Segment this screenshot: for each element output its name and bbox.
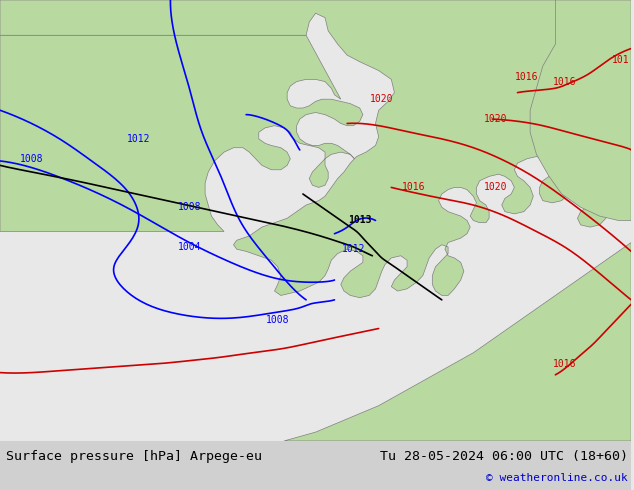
Text: 1008: 1008 — [20, 154, 43, 164]
Text: 1016: 1016 — [401, 182, 425, 193]
Text: © weatheronline.co.uk: © weatheronline.co.uk — [486, 473, 628, 483]
Polygon shape — [284, 243, 631, 441]
Text: 1013: 1013 — [348, 216, 372, 225]
Text: 1012: 1012 — [342, 244, 365, 254]
Polygon shape — [530, 0, 631, 220]
Text: 1016: 1016 — [553, 359, 576, 369]
Polygon shape — [0, 35, 369, 231]
Text: 1020: 1020 — [370, 94, 394, 104]
Text: 1004: 1004 — [178, 242, 201, 252]
Text: 1008: 1008 — [266, 315, 290, 325]
Text: 1020: 1020 — [484, 114, 507, 124]
Text: 1020: 1020 — [484, 182, 507, 193]
Text: Tu 28-05-2024 06:00 UTC (18+60): Tu 28-05-2024 06:00 UTC (18+60) — [380, 450, 628, 463]
Text: 1008: 1008 — [178, 202, 201, 212]
Text: 1016: 1016 — [515, 72, 539, 82]
Text: Surface pressure [hPa] Arpege-eu: Surface pressure [hPa] Arpege-eu — [6, 450, 262, 463]
Text: 1012: 1012 — [127, 134, 151, 144]
Text: 101: 101 — [612, 54, 630, 65]
Text: 1016: 1016 — [553, 76, 576, 87]
Bar — [0, 441, 631, 490]
Polygon shape — [0, 0, 631, 297]
